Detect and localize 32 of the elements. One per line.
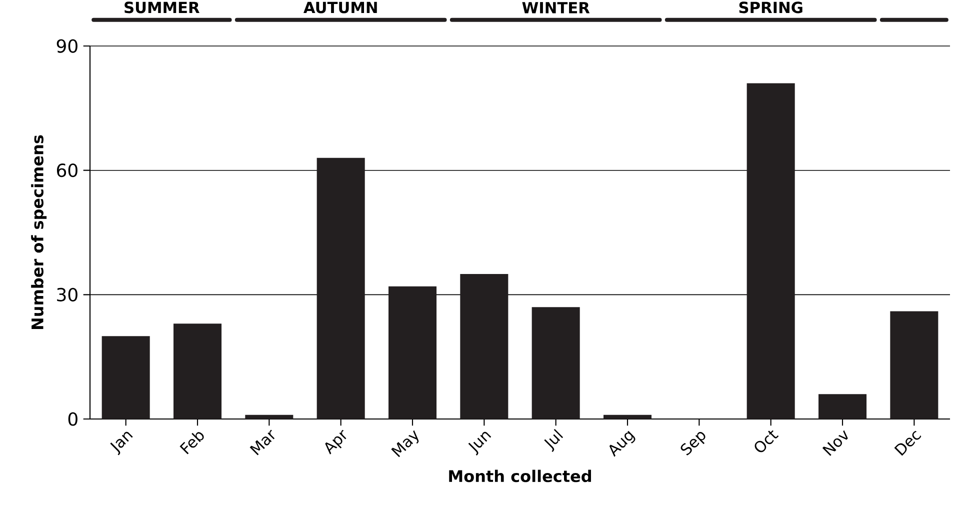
bar bbox=[890, 311, 938, 419]
x-tick-label: Feb bbox=[180, 432, 204, 454]
y-tick-label: 0 bbox=[68, 412, 78, 426]
text: SUMMER bbox=[124, 2, 200, 14]
x-tick-label: Apr bbox=[325, 430, 346, 455]
x-axis-title: Month collected bbox=[449, 470, 591, 482]
bar bbox=[388, 286, 437, 419]
x-tick-label: Aug bbox=[609, 430, 636, 457]
bar bbox=[245, 414, 294, 419]
x-tick-label: Jul bbox=[544, 428, 564, 452]
text: AUTUMN bbox=[304, 2, 377, 14]
text: SPRING bbox=[739, 2, 802, 14]
bar bbox=[818, 394, 867, 419]
x-tick-label: Nov bbox=[822, 430, 848, 456]
x-tick-label: Sep bbox=[680, 432, 706, 456]
bar bbox=[173, 324, 222, 419]
x-tick-label: Oct bbox=[754, 430, 779, 452]
y-tick-label: 90 bbox=[56, 39, 78, 53]
x-tick-label: Jan bbox=[110, 432, 133, 456]
y-tick-label: 60 bbox=[56, 164, 78, 178]
x-tick-label: Dec bbox=[894, 430, 922, 456]
bar bbox=[102, 336, 150, 419]
bar bbox=[460, 274, 508, 419]
x-tick-label: Jun bbox=[468, 432, 492, 456]
bar bbox=[604, 414, 652, 419]
y-tick-label: 30 bbox=[57, 288, 78, 302]
bar bbox=[746, 83, 795, 419]
bar bbox=[316, 158, 365, 419]
bar bbox=[532, 307, 580, 419]
x-tick-label: Mar bbox=[250, 430, 275, 456]
y-axis-title: Number of specimens bbox=[31, 135, 47, 330]
text: WINTER bbox=[522, 2, 590, 14]
